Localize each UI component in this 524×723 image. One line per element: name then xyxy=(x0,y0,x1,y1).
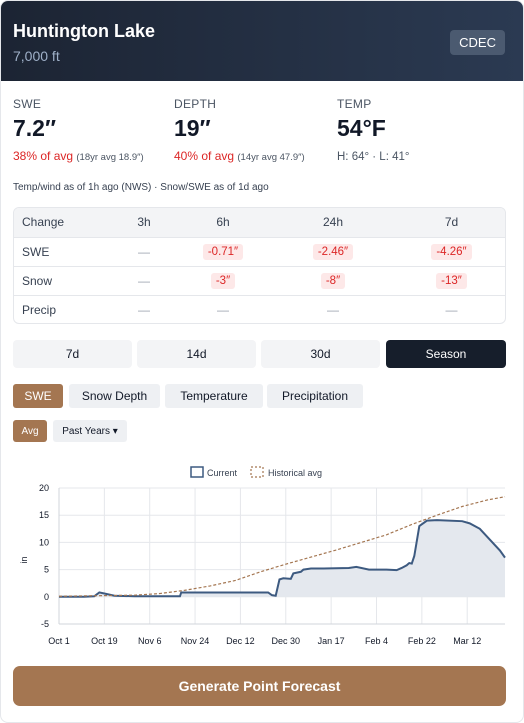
table-cell: — xyxy=(110,294,178,323)
y-tick-label: 15 xyxy=(39,510,49,520)
swe-label: SWE xyxy=(13,97,42,111)
legend-current-swatch xyxy=(190,466,204,478)
legend-current-label: Current xyxy=(207,468,238,478)
station-title: Huntington Lake xyxy=(13,21,155,41)
y-tick-label: 10 xyxy=(39,537,49,547)
swe-metric: SWE 7.2″ 38% of avg (18yr avg 18.9″) xyxy=(13,97,144,163)
change-table-header: Change 3h 6h 24h 7d xyxy=(14,208,505,237)
y-tick-label: 0 xyxy=(44,592,49,602)
temp-metric: TEMP 54°F H: 64° · L: 41° xyxy=(337,97,409,163)
tab-precipitation[interactable]: Precipitation xyxy=(267,384,363,408)
y-tick-label: 5 xyxy=(44,565,49,575)
row-label: Snow xyxy=(14,265,110,295)
row-label: Precip xyxy=(14,294,110,323)
table-cell: -2.46″ xyxy=(268,236,398,266)
generate-forecast-button[interactable]: Generate Point Forecast xyxy=(13,666,506,706)
range-selector: 7d 14d 30d Season xyxy=(13,340,506,368)
table-row: Snow — -3″ -8″ -13″ xyxy=(14,265,505,295)
negative-change-chip: -4.26″ xyxy=(431,243,472,260)
temp-sub: H: 64° · L: 41° xyxy=(337,149,409,163)
current-series-line xyxy=(59,519,506,598)
legend-historical-label: Historical avg xyxy=(268,468,322,478)
range-14d-button[interactable]: 14d xyxy=(137,340,256,368)
x-tick-label: Feb 4 xyxy=(365,636,388,646)
y-tick-label: 20 xyxy=(39,483,49,493)
swe-pct: 38% of avg xyxy=(13,149,74,163)
table-cell: -13″ xyxy=(398,265,505,295)
column-header: 3h xyxy=(137,215,151,230)
table-cell: — xyxy=(110,236,178,266)
column-header: 24h xyxy=(322,215,344,230)
column-header: Change xyxy=(22,215,65,230)
station-header: Huntington Lake 7,000 ft CDEC xyxy=(1,1,523,81)
x-tick-label: Mar 12 xyxy=(453,636,481,646)
tab-snow-depth[interactable]: Snow Depth xyxy=(69,384,160,408)
legend-historical-swatch xyxy=(250,466,264,478)
row-label: SWE xyxy=(14,236,110,266)
range-season-button[interactable]: Season xyxy=(386,340,506,368)
table-cell: — xyxy=(178,294,268,323)
y-tick-label: -5 xyxy=(41,619,49,629)
x-tick-label: Dec 30 xyxy=(272,636,301,646)
table-cell: -4.26″ xyxy=(398,236,505,266)
depth-pct: 40% of avg xyxy=(174,149,235,163)
tab-temperature[interactable]: Temperature xyxy=(165,384,263,408)
past-years-dropdown[interactable]: Past Years ▾ xyxy=(53,420,127,442)
y-axis-label: in xyxy=(19,556,29,563)
tab-swe[interactable]: SWE xyxy=(13,384,63,408)
table-row: Precip — — — — xyxy=(14,294,505,323)
column-header: 6h xyxy=(216,215,230,230)
depth-value: 19″ xyxy=(174,115,211,141)
negative-change-chip: -3″ xyxy=(210,272,236,289)
table-row: SWE — -0.71″ -2.46″ -4.26″ xyxy=(14,236,505,266)
table-cell: -0.71″ xyxy=(178,236,268,266)
depth-sub: 40% of avg (14yr avg 47.9″) xyxy=(174,149,305,163)
temp-hilo: H: 64° · L: 41° xyxy=(337,151,410,163)
range-7d-button[interactable]: 7d xyxy=(13,340,132,368)
swe-value: 7.2″ xyxy=(13,115,56,141)
as-of-note: Temp/wind as of 1h ago (NWS) · Snow/SWE … xyxy=(13,182,269,193)
x-tick-label: Dec 12 xyxy=(226,636,255,646)
depth-metric: DEPTH 19″ 40% of avg (14yr avg 47.9″) xyxy=(174,97,305,163)
temp-value: 54°F xyxy=(337,115,386,141)
historical-series-line xyxy=(58,496,506,597)
temp-label: TEMP xyxy=(337,97,372,111)
x-tick-label: Feb 22 xyxy=(408,636,436,646)
metrics-row: SWE 7.2″ 38% of avg (18yr avg 18.9″) DEP… xyxy=(13,97,511,177)
negative-change-chip: -8″ xyxy=(320,272,346,289)
swe-chart: -5 0 5 10 15 20 Oct 1 Oct 19 Nov 6 Nov 24 Dec 12 De… xyxy=(13,459,513,654)
x-tick-label: Oct 1 xyxy=(48,636,70,646)
swe-chart-svg: -5 0 5 10 15 20 Oct 1 Oct 19 Nov 6 Nov 24 Dec 12 De… xyxy=(19,466,506,646)
table-cell: — xyxy=(110,265,178,295)
range-30d-button[interactable]: 30d xyxy=(261,340,380,368)
x-tick-label: Jan 17 xyxy=(318,636,345,646)
column-header: 7d xyxy=(444,215,459,230)
negative-change-chip: -13″ xyxy=(436,272,467,289)
x-tick-label: Nov 6 xyxy=(138,636,162,646)
table-cell: — xyxy=(268,294,398,323)
table-cell: — xyxy=(398,294,505,323)
source-badge[interactable]: CDEC xyxy=(450,30,505,55)
table-cell: -3″ xyxy=(178,265,268,295)
current-area xyxy=(59,520,505,597)
change-table: Change 3h 6h 24h 7d SWE — -0.71″ -2.46″ … xyxy=(13,207,506,324)
negative-change-chip: -2.46″ xyxy=(312,243,354,260)
table-cell: -8″ xyxy=(268,265,398,295)
depth-label: DEPTH xyxy=(174,97,217,111)
x-tick-label: Nov 24 xyxy=(181,636,210,646)
swe-sub: 38% of avg (18yr avg 18.9″) xyxy=(13,149,144,163)
negative-change-chip: -0.71″ xyxy=(202,243,244,260)
depth-avg-note: (14yr avg 47.9″) xyxy=(237,152,305,163)
x-tick-label: Oct 19 xyxy=(91,636,118,646)
avg-toggle-button[interactable]: Avg xyxy=(13,420,47,442)
swe-avg-note: (18yr avg 18.9″) xyxy=(76,152,144,163)
station-elevation: 7,000 ft xyxy=(13,48,60,64)
